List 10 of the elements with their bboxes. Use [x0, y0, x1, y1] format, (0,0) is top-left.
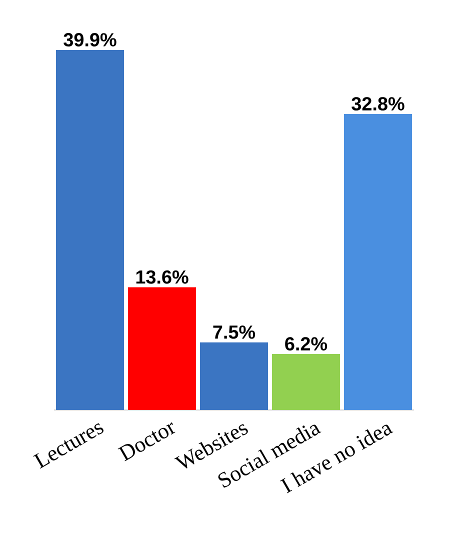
bar: [344, 114, 412, 410]
data-label: 6.2%: [285, 337, 328, 351]
bar: [56, 50, 124, 410]
bar: [272, 354, 340, 410]
bar: [200, 342, 268, 410]
data-label: 39.9%: [64, 33, 116, 46]
bar: [128, 287, 196, 410]
data-label: 13.6%: [136, 270, 188, 284]
data-label: 32.8%: [352, 97, 404, 111]
data-label: 7.5%: [213, 325, 256, 339]
